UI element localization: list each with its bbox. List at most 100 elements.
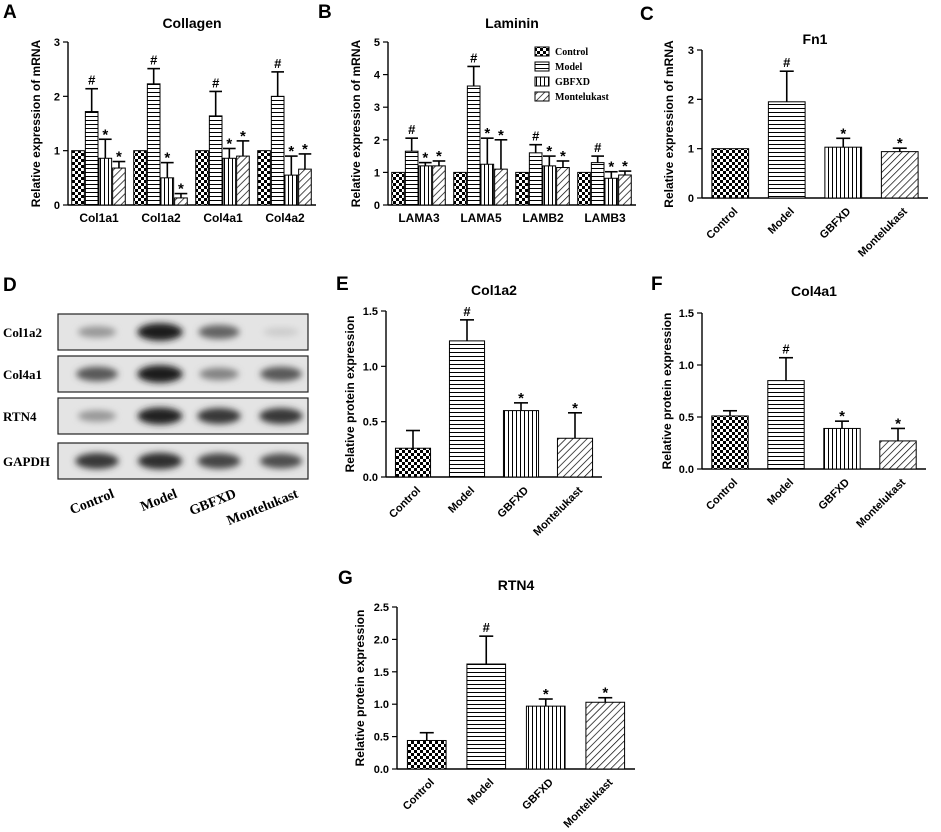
panel-letter: G bbox=[338, 568, 353, 589]
significance-mark: * bbox=[840, 125, 846, 142]
significance-mark: * bbox=[484, 125, 490, 142]
bar bbox=[236, 155, 250, 206]
significance-mark: * bbox=[116, 149, 122, 166]
blot-band bbox=[198, 325, 240, 339]
blot-band bbox=[263, 327, 299, 337]
bar bbox=[880, 151, 919, 199]
y-tick-label: 2.0 bbox=[374, 634, 389, 646]
y-tick-label: 1.5 bbox=[374, 667, 389, 679]
blot-lane-label: Control bbox=[68, 487, 117, 518]
chart-title: Col1a2 bbox=[471, 282, 517, 298]
y-tick-label: 0.0 bbox=[374, 764, 389, 776]
legend-swatch bbox=[534, 46, 550, 57]
x-tick-label: Model bbox=[765, 477, 796, 508]
x-tick-label: Model bbox=[465, 777, 496, 808]
bar bbox=[556, 167, 570, 206]
bar bbox=[406, 739, 447, 770]
y-tick-label: 2.5 bbox=[374, 602, 389, 614]
bar bbox=[394, 447, 432, 478]
bar bbox=[494, 168, 508, 206]
significance-mark: * bbox=[897, 135, 903, 152]
bar bbox=[432, 165, 446, 206]
y-tick-label: 2 bbox=[688, 94, 694, 106]
y-tick-label: 3 bbox=[374, 102, 380, 114]
legend-swatch bbox=[534, 91, 550, 102]
blot-band bbox=[77, 410, 117, 422]
y-tick-label: 1.5 bbox=[679, 308, 694, 320]
bar bbox=[577, 171, 591, 206]
significance-mark: # bbox=[88, 73, 96, 88]
legend-label: Montelukast bbox=[555, 92, 610, 103]
blot-band bbox=[75, 453, 119, 469]
chart-title: Collagen bbox=[162, 15, 221, 31]
y-tick-label: 2 bbox=[54, 91, 60, 103]
bar bbox=[879, 440, 917, 470]
bar bbox=[160, 177, 175, 206]
x-tick-label: Control bbox=[387, 485, 423, 521]
x-tick-label: Montelukast bbox=[531, 484, 585, 538]
x-tick-label: LAMA5 bbox=[460, 211, 502, 225]
chart-B: B Laminin Relative expression of mRNA 0 1 2 3 4… bbox=[318, 2, 636, 225]
bar bbox=[298, 168, 312, 206]
significance-mark: * bbox=[164, 150, 170, 167]
significance-mark: * bbox=[602, 685, 608, 702]
blot-band bbox=[259, 453, 303, 469]
chart-title: Col4a1 bbox=[791, 283, 837, 299]
blot-band bbox=[137, 407, 183, 425]
bar bbox=[824, 146, 863, 199]
x-tick-label: Montelukast bbox=[854, 476, 908, 530]
significance-mark: * bbox=[839, 408, 845, 425]
x-tick-label: Model bbox=[766, 206, 797, 237]
significance-mark: * bbox=[422, 150, 428, 167]
bar bbox=[711, 415, 749, 470]
significance-mark: * bbox=[546, 143, 552, 160]
y-tick-label: 1 bbox=[374, 167, 380, 179]
bar bbox=[515, 171, 529, 206]
bar bbox=[84, 111, 99, 206]
legend: Control Model GBFXD Montelukast bbox=[534, 46, 610, 103]
bar bbox=[71, 150, 85, 206]
significance-mark: * bbox=[288, 143, 294, 160]
blot-row-label: Col1a2 bbox=[3, 325, 42, 340]
bar bbox=[542, 165, 557, 206]
significance-mark: * bbox=[543, 686, 549, 703]
significance-mark: # bbox=[783, 55, 791, 70]
blot-band bbox=[77, 326, 117, 338]
legend-swatch bbox=[534, 61, 550, 72]
significance-mark: # bbox=[532, 129, 540, 144]
chart-title: Laminin bbox=[485, 15, 539, 31]
legend-label: GBFXD bbox=[555, 77, 590, 88]
panel-letter: A bbox=[3, 2, 17, 23]
y-axis-label: Relative protein expression bbox=[353, 610, 367, 767]
panel-letter: B bbox=[318, 2, 332, 23]
bar bbox=[448, 340, 486, 478]
chart-C: C Fn1 Relative expression of mRNA 0 1 2 3 Contr… bbox=[640, 4, 928, 260]
blot-band bbox=[137, 365, 183, 383]
y-tick-label: 3 bbox=[54, 37, 60, 49]
y-tick-label: 3 bbox=[688, 45, 694, 57]
chart-E: E Col1a2 Relative protein expression 0.0 0.5… bbox=[336, 274, 602, 539]
bar bbox=[618, 174, 632, 206]
y-tick-label: 1.0 bbox=[374, 699, 389, 711]
significance-mark: # bbox=[594, 140, 602, 155]
bar bbox=[767, 101, 806, 199]
x-tick-label: GBFXD bbox=[520, 777, 556, 813]
y-axis-label: Relative protein expression bbox=[343, 316, 357, 473]
bar bbox=[391, 171, 405, 206]
significance-mark: # bbox=[483, 620, 491, 635]
significance-mark: # bbox=[470, 50, 478, 65]
x-tick-label: LAMB2 bbox=[522, 211, 564, 225]
x-tick-label: Col4a2 bbox=[265, 211, 305, 225]
y-tick-label: 0.0 bbox=[679, 464, 694, 476]
x-tick-label: Col1a2 bbox=[141, 211, 181, 225]
chart-title: Fn1 bbox=[803, 31, 828, 47]
chart-F: F Col4a1 Relative protein expression 0.0 0.5… bbox=[651, 274, 926, 531]
x-tick-label: Col4a1 bbox=[203, 211, 243, 225]
bar bbox=[466, 663, 507, 770]
significance-mark: # bbox=[212, 75, 220, 90]
y-tick-label: 5 bbox=[374, 37, 380, 49]
chart-A: A Collagen Relative expression of mRNA 0 1 2 3… bbox=[3, 2, 316, 225]
bar bbox=[133, 150, 147, 206]
panel-letter: F bbox=[651, 274, 663, 295]
significance-mark: # bbox=[274, 56, 282, 71]
